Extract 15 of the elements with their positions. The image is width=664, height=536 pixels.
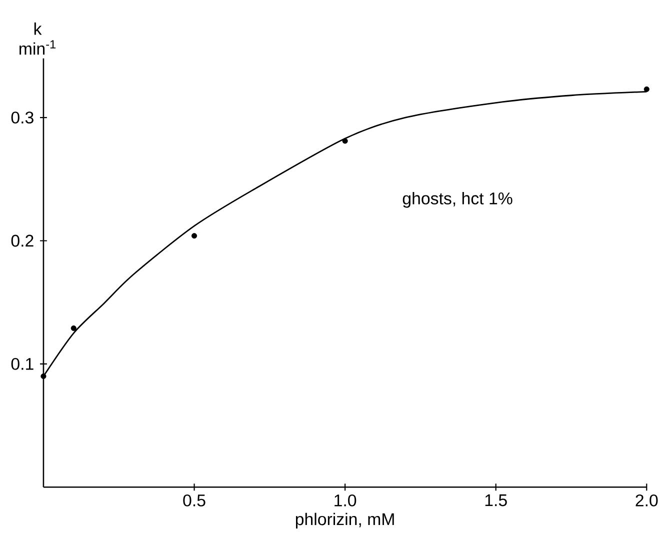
y-tick-label: 0.1 [11, 358, 34, 370]
point [644, 86, 650, 92]
point [191, 232, 198, 238]
point [70, 325, 76, 331]
x-tick-label: 1.5 [485, 494, 507, 506]
x-tick-label: 0.5 [183, 494, 206, 506]
x-tick-label: 2.0 [636, 494, 658, 506]
point [342, 138, 348, 144]
x-axis-title: phlorizin, mM [296, 512, 394, 528]
point [40, 373, 46, 379]
annotation: ghosts, hct 1% [402, 192, 512, 208]
x-tick-label: 1.0 [334, 494, 356, 506]
y-tick-label: 0.3 [11, 111, 34, 124]
y-axis-title: k min$^{-1}$ [20, 22, 56, 54]
y-tick-label: 0.2 [11, 234, 34, 247]
